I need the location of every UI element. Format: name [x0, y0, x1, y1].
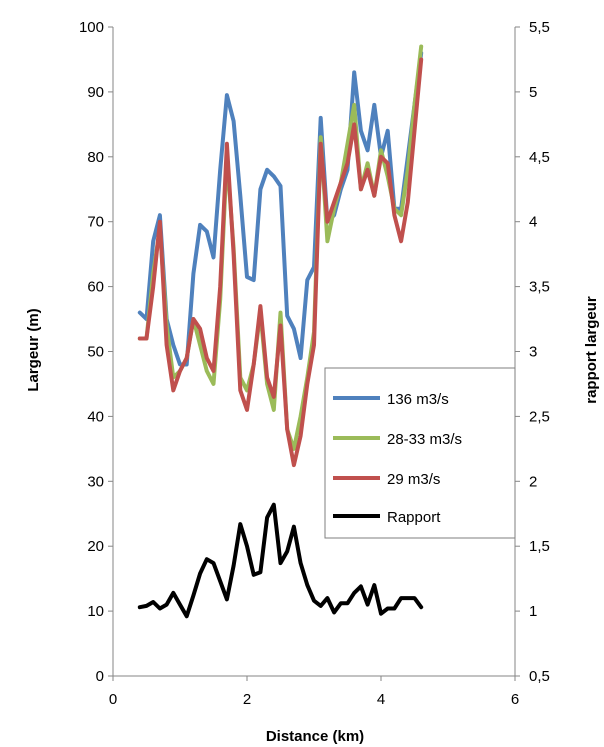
y-tick-label: 40 — [87, 408, 104, 425]
series-line-4 — [137, 502, 424, 619]
y-tick-label: 30 — [87, 473, 104, 490]
y-tick-label: 100 — [79, 19, 104, 36]
y2-tick-label: 5,5 — [529, 19, 550, 36]
y-tick-label: 50 — [87, 344, 104, 361]
x-axis-title: Distance (km) — [266, 728, 364, 745]
y-tick-label: 10 — [87, 603, 104, 620]
x-tick-label: 0 — [109, 691, 117, 708]
y2-tick-label: 1,5 — [529, 538, 550, 555]
legend-label: 29 m3/s — [387, 471, 440, 488]
y2-tick-label: 1 — [529, 603, 537, 620]
x-tick-label: 4 — [377, 691, 385, 708]
y-tick-label: 20 — [87, 538, 104, 555]
y2-tick-label: 4,5 — [529, 149, 550, 166]
legend-label: 136 m3/s — [387, 391, 449, 408]
y2-tick-label: 0,5 — [529, 668, 550, 685]
axes: 01020304050607080901000,511,522,533,544,… — [79, 19, 550, 708]
y2-tick-label: 5 — [529, 84, 537, 101]
series-layer — [137, 44, 424, 619]
y-tick-label: 0 — [96, 668, 104, 685]
y2-tick-label: 2 — [529, 473, 537, 490]
legend-label: 28-33 m3/s — [387, 431, 462, 448]
y-tick-label: 80 — [87, 149, 104, 166]
series-line-3 — [137, 57, 424, 468]
x-tick-label: 2 — [243, 691, 251, 708]
x-tick-label: 6 — [511, 691, 519, 708]
y-tick-label: 60 — [87, 279, 104, 296]
y-tick-label: 90 — [87, 84, 104, 101]
y2-axis-title: rapport largeur — [583, 296, 600, 404]
series-line-1 — [137, 51, 424, 367]
y-tick-label: 70 — [87, 214, 104, 231]
legend-label: Rapport — [387, 509, 441, 526]
legend: 136 m3/s 28-33 m3/s 29 m3/s Rapport — [324, 367, 516, 539]
y2-tick-label: 3 — [529, 344, 537, 361]
y2-tick-label: 4 — [529, 214, 537, 231]
y2-tick-label: 2,5 — [529, 408, 550, 425]
y-axis-title: Largeur (m) — [25, 308, 42, 391]
y2-tick-label: 3,5 — [529, 279, 550, 296]
